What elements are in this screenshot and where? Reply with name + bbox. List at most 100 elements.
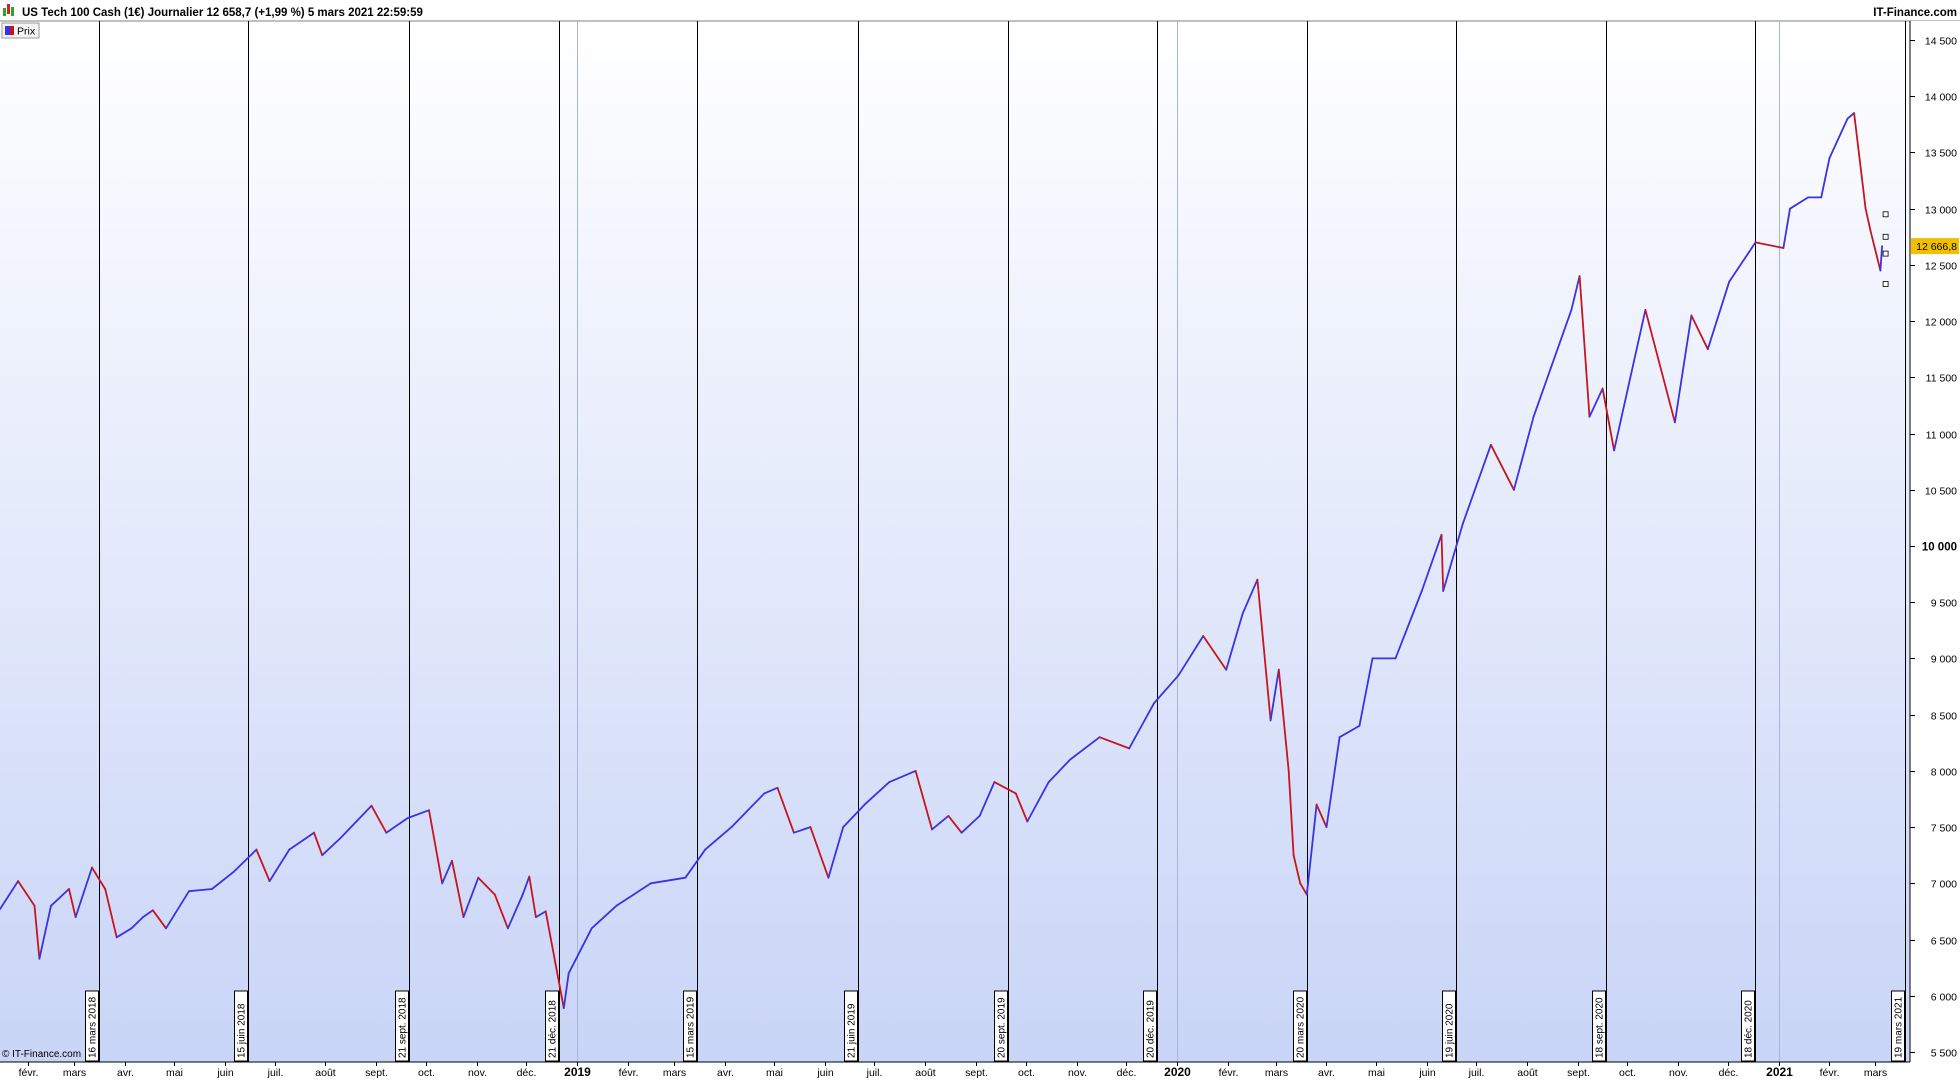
price-segment-down (493, 893, 509, 930)
x-month-label: oct. (418, 1067, 435, 1079)
price-segment-up (321, 837, 342, 857)
expiry-label: 16 mars 2018 (88, 996, 99, 1058)
x-month-label: juin (1418, 1067, 1436, 1079)
header-bar (0, 0, 1960, 21)
price-segment-down (1690, 314, 1709, 351)
x-month-label: févr. (19, 1067, 39, 1079)
x-month-label: mars (663, 1067, 686, 1079)
y-tick-label: 9 000 (1931, 654, 1957, 666)
x-month-label: oct. (1619, 1067, 1636, 1079)
price-segment-up (462, 876, 480, 918)
x-month-label: juin (816, 1067, 834, 1079)
x-month-label: mai (1368, 1067, 1385, 1079)
x-month-label: juil. (267, 1067, 284, 1079)
price-segment-up (535, 910, 547, 918)
x-month-label: juin (216, 1067, 234, 1079)
y-tick-label: 7 500 (1931, 823, 1957, 835)
price-segment-up (1613, 308, 1647, 452)
price-segment-down (1315, 803, 1328, 828)
price-segment-up (827, 826, 845, 879)
x-year-label: 2021 (1766, 1065, 1793, 1079)
price-segment-up (615, 882, 652, 907)
expiry-label: 20 déc. 2019 (1146, 1000, 1157, 1058)
price-segment-down (993, 781, 1017, 795)
expiry-label: 18 déc. 2020 (1744, 1000, 1755, 1058)
y-tick-label: 5 500 (1931, 1048, 1957, 1060)
x-month-label: févr. (1820, 1067, 1840, 1079)
expiry-label-box (1741, 990, 1755, 1062)
x-month-label: mars (1265, 1067, 1288, 1079)
price-segment-up (763, 786, 779, 795)
price-segment-down (151, 909, 167, 930)
price-segment-up (1706, 280, 1731, 351)
chart-title: US Tech 100 Cash (1€) Journalier 12 658,… (22, 7, 423, 19)
price-segment-up (1820, 157, 1831, 199)
x-month-label: févr. (619, 1067, 639, 1079)
price-segment-up (441, 859, 453, 885)
price-segment-up (1513, 415, 1535, 491)
brand-label: IT-Finance.com (1873, 7, 1957, 19)
price-segment-up (960, 815, 981, 834)
x-month-label: nov. (1068, 1067, 1087, 1079)
expiry-label: 21 juin 2019 (847, 1003, 858, 1058)
expiry-lines: 16 mars 2018 15 juin 2018 21 sept. 2018 21 … (85, 21, 1906, 1062)
x-axis-panel (0, 1062, 1910, 1080)
price-segment-down (1490, 443, 1515, 491)
price-segment-down (68, 888, 77, 918)
price-segment-down (947, 815, 963, 834)
price-segment-up (1846, 112, 1855, 120)
price-segment-up (1128, 702, 1155, 750)
x-month-label: mars (1864, 1067, 1887, 1079)
x-month-label: avr. (117, 1067, 134, 1079)
expiry-label: 18 sept. 2020 (1595, 997, 1606, 1058)
y-tick-label: 13 000 (1925, 205, 1957, 217)
expiry-label: 15 juin 2018 (237, 1003, 248, 1058)
price-segment-up (339, 804, 373, 840)
x-month-label: sept. (965, 1067, 988, 1079)
price-segment-down (17, 880, 36, 907)
price-segment-up (1358, 657, 1374, 727)
price-segment-down (1277, 668, 1290, 772)
level-marker (1882, 250, 1889, 257)
price-segment-up (1241, 578, 1259, 615)
x-month-label: mai (766, 1067, 783, 1079)
price-segment-up (1789, 196, 1809, 210)
price-segment-up (978, 781, 996, 817)
price-segment-down (451, 859, 465, 918)
x-month-label: août (1517, 1067, 1538, 1079)
legend-swatch-up (5, 26, 10, 35)
y-tick-label: 8 500 (1931, 711, 1957, 723)
x-month-label: mai (166, 1067, 183, 1079)
y-tick-label: 12 000 (1925, 317, 1957, 329)
price-segment-down (914, 770, 933, 831)
price-segment-up (730, 792, 766, 828)
price-segment-up (188, 888, 213, 893)
y-tick-label: 8 000 (1931, 767, 1957, 779)
y-tick-label: 6 500 (1931, 936, 1957, 948)
expiry-label: 15 mars 2019 (686, 996, 697, 1058)
last-bar-markers (1882, 211, 1889, 287)
price-segment-up (1338, 725, 1361, 739)
price-segment-up (1570, 275, 1581, 311)
x-month-label: mars (63, 1067, 86, 1079)
expiry-label-box (395, 990, 409, 1062)
y-tick-label: 7 000 (1931, 879, 1957, 891)
level-marker (1882, 281, 1889, 287)
price-segment-up (50, 888, 70, 907)
x-month-label: déc. (1117, 1067, 1137, 1079)
price-segment-up (1728, 241, 1757, 283)
price-segment-up (1462, 443, 1492, 525)
price-segment-down (313, 831, 324, 857)
expiry-label-box (844, 990, 858, 1062)
expiry-label: 19 mars 2021 (1894, 996, 1905, 1058)
price-segment-down (1202, 635, 1228, 671)
expiry-label-box (1143, 990, 1157, 1062)
price-segment-up (521, 875, 531, 896)
x-year-label: 2019 (564, 1065, 591, 1079)
price-segment-up (38, 904, 52, 960)
price-segment-down (528, 875, 537, 918)
price-segment-up (863, 781, 891, 806)
expiry-label-box (1442, 990, 1456, 1062)
legend-box[interactable]: Prix (1, 22, 40, 39)
x-month-label: août (915, 1067, 936, 1079)
